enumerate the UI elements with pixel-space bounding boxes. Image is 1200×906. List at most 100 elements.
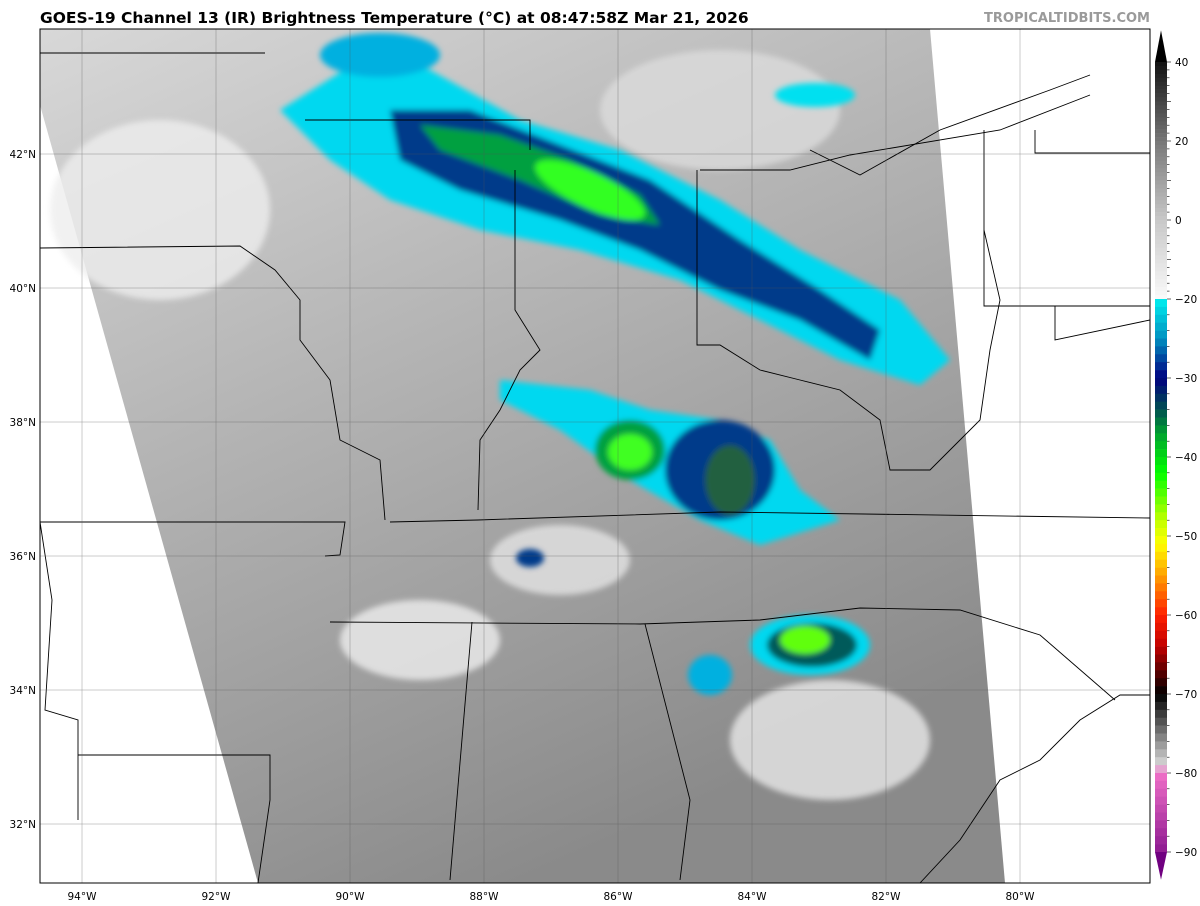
- colorbar-segment: [1155, 247, 1167, 252]
- latitude-label: 36°N: [10, 551, 36, 563]
- colorbar-segment: [1155, 267, 1167, 272]
- colorbar-segment: [1155, 551, 1167, 560]
- longitude-label: 88°W: [470, 891, 500, 903]
- colorbar-segment: [1155, 773, 1167, 782]
- colorbar-segment: [1155, 362, 1167, 371]
- colorbar-segment: [1155, 812, 1167, 821]
- colorbar-label: −80: [1175, 768, 1197, 780]
- colorbar-segment: [1155, 804, 1167, 813]
- colorbar-segment: [1155, 385, 1167, 395]
- colorbar-segment: [1155, 97, 1167, 102]
- colorbar-segment: [1155, 717, 1167, 726]
- colorbar-segment: [1155, 464, 1167, 474]
- longitude-label: 92°W: [202, 891, 232, 903]
- colorbar-segment: [1155, 275, 1167, 280]
- colorbar-label: −30: [1175, 373, 1197, 385]
- cold-cloud-tops: [280, 33, 950, 695]
- state-borders: [40, 52, 1150, 883]
- colorbar-segment: [1155, 160, 1167, 165]
- colorbar-segment: [1155, 638, 1167, 647]
- colorbar-segment: [1155, 449, 1167, 458]
- longitude-label: 82°W: [872, 891, 902, 903]
- colorbar-segment: [1155, 81, 1167, 86]
- colorbar-segment: [1155, 204, 1167, 209]
- colorbar-segment: [1155, 504, 1167, 513]
- watermark: TROPICALTIDBITS.COM: [984, 11, 1150, 26]
- colorbar-segment: [1155, 622, 1167, 632]
- colorbar-segment: [1155, 725, 1167, 734]
- colorbar-segment: [1155, 409, 1167, 418]
- colorbar-segment: [1155, 796, 1167, 805]
- latitude-labels: 42°N 40°N 38°N 36°N 34°N 32°N: [10, 149, 36, 831]
- colorbar-segment: [1155, 176, 1167, 181]
- colorbar-segment: [1155, 370, 1167, 379]
- longitude-label: 80°W: [1006, 891, 1036, 903]
- colorbar-segment: [1155, 89, 1167, 94]
- colorbar-label: −60: [1175, 610, 1197, 622]
- colorbar-segment: [1155, 765, 1167, 774]
- colorbar-segment: [1155, 251, 1167, 256]
- colorbar-segment: [1155, 520, 1167, 529]
- colorbar-segment: [1155, 393, 1167, 402]
- colorbar-segment: [1155, 615, 1167, 624]
- colorbar-segment: [1155, 662, 1167, 671]
- colorbar-label: 0: [1175, 215, 1182, 227]
- colorbar-segment: [1155, 567, 1167, 576]
- colorbar-segment: [1155, 828, 1167, 837]
- colorbar-label: −90: [1175, 847, 1197, 859]
- colorbar-segment: [1155, 223, 1167, 229]
- colorbar-segment: [1155, 472, 1167, 481]
- colorbar-segment: [1155, 133, 1167, 138]
- colorbar-segment: [1155, 338, 1167, 347]
- colorbar-segment: [1155, 378, 1167, 387]
- colorbar-segment: [1155, 654, 1167, 663]
- colorbar-segment: [1155, 216, 1167, 221]
- colorbar-segment: [1155, 192, 1167, 197]
- colorbar-segment: [1155, 401, 1167, 410]
- colorbar-segment: [1155, 457, 1167, 466]
- colorbar-segment: [1155, 141, 1167, 146]
- colorbar-segment: [1155, 172, 1167, 177]
- latitude-label: 38°N: [10, 417, 36, 429]
- colorbar-segment: [1155, 314, 1167, 323]
- colorbar-segment: [1155, 346, 1167, 355]
- longitude-label: 86°W: [604, 891, 634, 903]
- colorbar-segment: [1155, 559, 1167, 568]
- colorbar-bottom-arrow: [1155, 852, 1167, 880]
- colorbar-segment: [1155, 709, 1167, 718]
- colorbar-segment: [1155, 646, 1167, 655]
- colorbar-segment: [1155, 196, 1167, 201]
- colorbar-segment: [1155, 113, 1167, 118]
- colorbar-segment: [1155, 322, 1167, 331]
- colorbar-segment: [1155, 109, 1167, 114]
- colorbar: 40 20 0 −20 −30 −40 −50 −60 −70 −80 −90: [1155, 30, 1197, 880]
- colorbar-segment: [1155, 263, 1167, 268]
- colorbar-segment: [1155, 670, 1167, 679]
- colorbar-segment: [1155, 512, 1167, 521]
- colorbar-segment: [1155, 188, 1167, 193]
- colorbar-segment: [1155, 220, 1167, 225]
- colorbar-segment: [1155, 231, 1167, 237]
- colorbar-segment: [1155, 105, 1167, 110]
- colorbar-segment: [1155, 757, 1167, 766]
- colorbar-segment: [1155, 591, 1167, 600]
- colorbar-segment: [1155, 543, 1167, 553]
- colorbar-segment: [1155, 271, 1167, 276]
- colorbar-segment: [1155, 283, 1167, 288]
- colorbar-segment: [1155, 733, 1167, 742]
- colorbar-segment: [1155, 144, 1167, 150]
- colorbar-segment: [1155, 168, 1167, 173]
- colorbar-segment: [1155, 496, 1167, 505]
- latitude-label: 32°N: [10, 819, 36, 831]
- colorbar-segment: [1155, 749, 1167, 758]
- colorbar-segment: [1155, 417, 1167, 426]
- colorbar-segment: [1155, 575, 1167, 584]
- longitude-label: 84°W: [738, 891, 768, 903]
- latitude-label: 42°N: [10, 149, 36, 161]
- colorbar-label: 20: [1175, 136, 1188, 148]
- colorbar-segment: [1155, 425, 1167, 434]
- colorbar-segment: [1155, 121, 1167, 126]
- latitude-label: 34°N: [10, 685, 36, 697]
- longitude-labels: 94°W 92°W 90°W 88°W 86°W 84°W 82°W 80°W: [68, 891, 1036, 903]
